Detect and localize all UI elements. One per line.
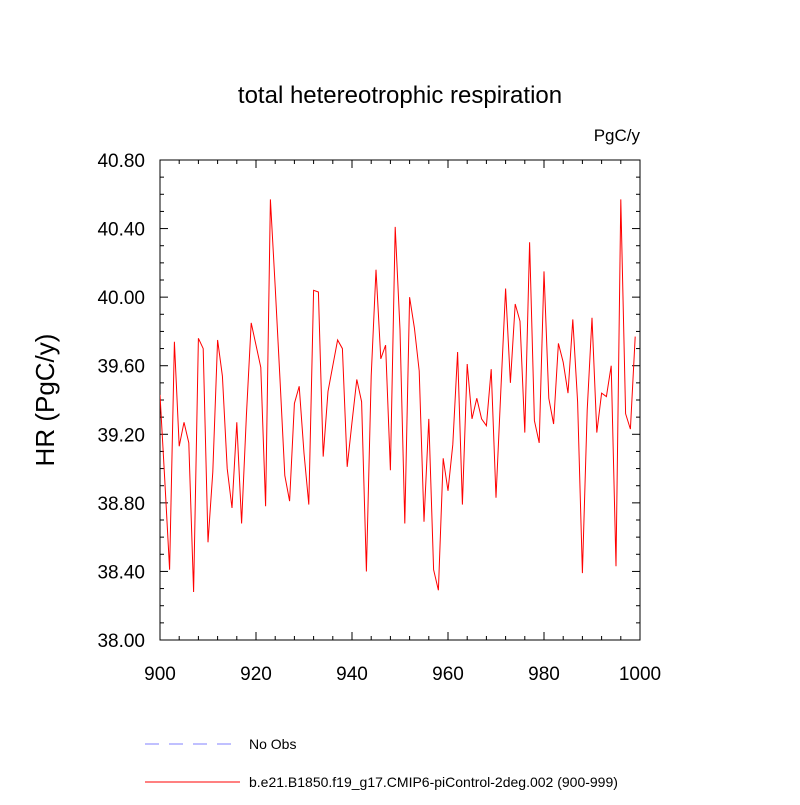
legend-label-model-run: b.e21.B1850.f19_g17.CMIP6-piControl-2deg… [249, 774, 618, 790]
chart-title: total hetereotrophic respiration [238, 82, 562, 109]
data-series [160, 199, 636, 593]
plot-frame [159, 159, 641, 641]
x-tick-label: 940 [336, 664, 368, 685]
legend-label-no-obs: No Obs [249, 736, 296, 752]
axis-tick-labels: 900 920 940 960 980 1000 38.00 38.40 38.80 39.20 3… [97, 151, 661, 685]
y-axis-label: HR (PgC/y) [30, 334, 60, 467]
y-tick-label: 40.00 [97, 288, 145, 309]
x-tick-label: 980 [528, 664, 560, 685]
y-tick-label: 40.40 [97, 220, 145, 241]
series-line-1 [160, 199, 636, 593]
legend: No Obs b.e21.B1850.f19_g17.CMIP6-piContr… [145, 736, 618, 790]
units-label: PgC/y [594, 126, 641, 145]
x-tick-label: 920 [240, 664, 272, 685]
y-tick-label: 40.80 [97, 151, 145, 172]
x-tick-label: 900 [144, 664, 176, 685]
axis-ticks [159, 159, 641, 641]
y-tick-label: 39.60 [97, 357, 145, 378]
y-tick-label: 39.20 [97, 425, 145, 446]
y-tick-label: 38.80 [97, 494, 145, 515]
y-tick-label: 38.00 [97, 631, 145, 652]
y-tick-label: 38.40 [97, 562, 145, 583]
x-tick-label: 960 [432, 664, 464, 685]
x-tick-label: 1000 [619, 664, 661, 685]
